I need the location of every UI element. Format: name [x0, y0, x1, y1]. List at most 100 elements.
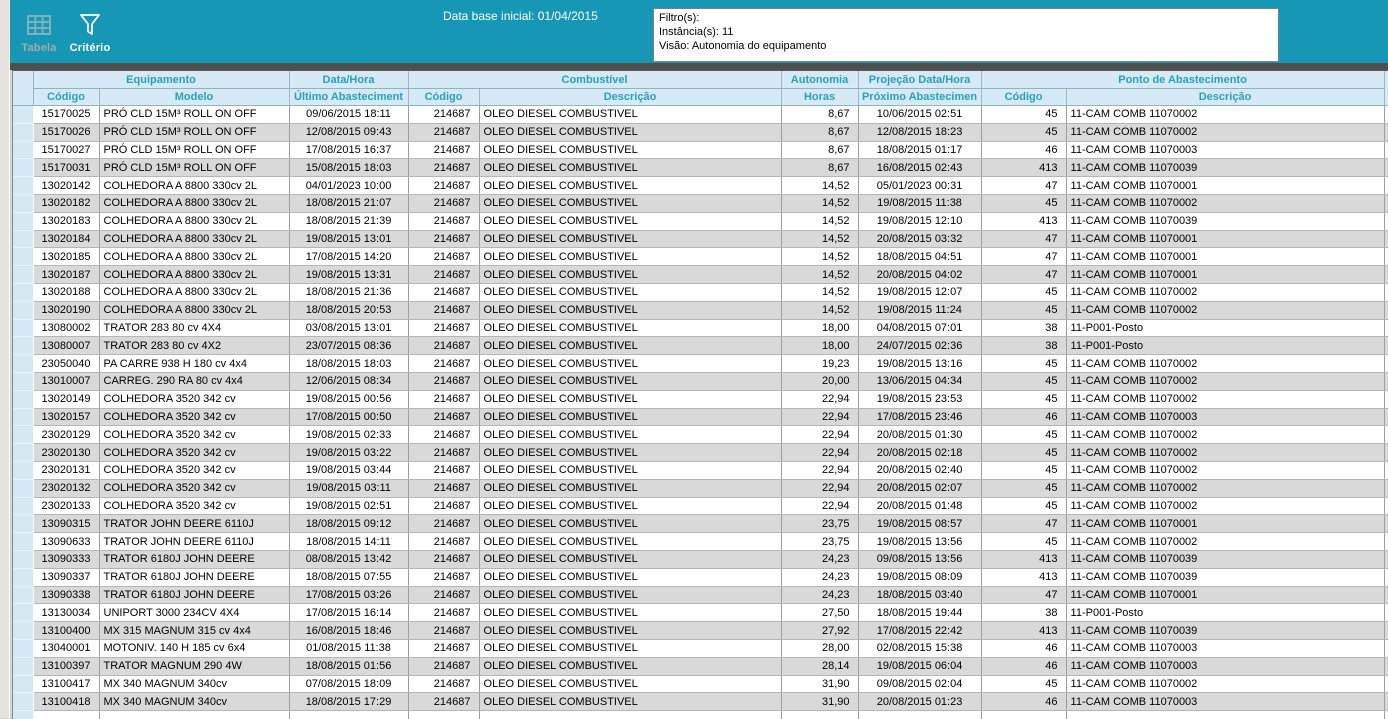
last-refuel-cell[interactable]: 16/08/2015 18:46 [289, 622, 408, 640]
autonomy-hours-cell[interactable]: 20,00 [781, 372, 858, 390]
station-code-cell[interactable]: 413 [981, 159, 1066, 177]
fuel-desc-cell[interactable]: OLEO DIESEL COMBUSTIVEL [479, 444, 781, 462]
row-selector-cell[interactable] [13, 657, 33, 675]
station-code-cell[interactable]: 45 [981, 497, 1066, 515]
fuel-code-cell[interactable]: 214687 [408, 337, 479, 355]
autonomy-hours-cell[interactable]: 14,52 [781, 283, 858, 301]
fuel-code-cell[interactable]: 214687 [408, 230, 479, 248]
station-code-cell[interactable]: 47 [981, 248, 1066, 266]
equipment-model-cell[interactable]: TRATOR JOHN DEERE 6110J [99, 515, 289, 533]
autonomy-hours-cell[interactable]: 24,23 [781, 550, 858, 568]
equipment-model-cell[interactable]: PA CARRE 938 H 180 cv 4x4 [99, 355, 289, 373]
fuel-code-cell[interactable]: 214687 [408, 693, 479, 711]
next-refuel-cell[interactable]: 19/08/2015 12:10 [858, 212, 981, 230]
station-code-cell[interactable]: 47 [981, 515, 1066, 533]
equipment-model-cell[interactable]: COLHEDORA 3520 342 cv [99, 497, 289, 515]
next-refuel-cell[interactable]: 19/08/2015 11:38 [858, 194, 981, 212]
equipment-model-cell[interactable]: COLHEDORA 3520 342 cv [99, 426, 289, 444]
station-desc-cell[interactable]: 11-P001-Posto [1066, 337, 1384, 355]
equipment-model-cell[interactable]: TRATOR 6180J JOHN DEERE [99, 568, 289, 586]
last-refuel-cell[interactable]: 17/08/2015 00:50 [289, 408, 408, 426]
equipment-code-cell[interactable]: 15170027 [33, 141, 99, 159]
last-refuel-cell[interactable]: 18/08/2015 07:55 [289, 568, 408, 586]
fuel-desc-cell[interactable]: OLEO DIESEL COMBUSTIVEL [479, 479, 781, 497]
autonomy-hours-cell[interactable]: 27,50 [781, 604, 858, 622]
last-refuel-cell[interactable]: 12/08/2015 09:43 [289, 123, 408, 141]
autonomy-hours-cell[interactable]: 23,75 [781, 515, 858, 533]
next-refuel-cell[interactable]: 09/08/2015 13:56 [858, 550, 981, 568]
last-refuel-cell[interactable]: 15/08/2015 18:03 [289, 159, 408, 177]
station-code-cell[interactable]: 413 [981, 568, 1066, 586]
col-group-combustivel[interactable]: Combustível [408, 71, 781, 89]
equipment-model-cell[interactable]: UNIPORT 3000 234CV 4X4 [99, 604, 289, 622]
row-selector-cell[interactable] [13, 444, 33, 462]
fuel-desc-cell[interactable]: OLEO DIESEL COMBUSTIVEL [479, 337, 781, 355]
last-refuel-cell[interactable]: 17/08/2015 16:37 [289, 141, 408, 159]
station-desc-cell[interactable]: 11-CAM COMB 11070003 [1066, 408, 1384, 426]
fuel-code-cell[interactable]: 214687 [408, 675, 479, 693]
col-subheader-ultimo-abastecimento[interactable]: Último Abasteciment [289, 89, 408, 106]
equipment-model-cell[interactable]: COLHEDORA A 8800 330cv 2L [99, 301, 289, 319]
row-selector-cell[interactable] [13, 301, 33, 319]
col-subheader-comb-codigo[interactable]: Código [408, 89, 479, 106]
equipment-model-cell[interactable]: MX 340 MAGNUM 340cv [99, 675, 289, 693]
station-desc-cell[interactable]: 11-CAM COMB 11070001 [1066, 230, 1384, 248]
station-desc-cell[interactable]: 11-CAM COMB 11070002 [1066, 426, 1384, 444]
next-refuel-cell[interactable]: 19/08/2015 13:16 [858, 355, 981, 373]
station-desc-cell[interactable]: 11-CAM COMB 11070002 [1066, 444, 1384, 462]
last-refuel-cell[interactable]: 18/08/2015 20:53 [289, 301, 408, 319]
station-code-cell[interactable]: 45 [981, 194, 1066, 212]
next-refuel-cell[interactable]: 19/08/2015 08:09 [858, 568, 981, 586]
station-desc-cell[interactable]: 11-CAM COMB 11070002 [1066, 301, 1384, 319]
autonomy-hours-cell[interactable]: 8,67 [781, 159, 858, 177]
last-refuel-cell[interactable]: 23/07/2015 08:36 [289, 337, 408, 355]
fuel-code-cell[interactable]: 214687 [408, 123, 479, 141]
station-desc-cell[interactable]: 11-CAM COMB 11070002 [1066, 675, 1384, 693]
col-subheader-equip-codigo[interactable]: Código [33, 89, 99, 106]
fuel-desc-cell[interactable]: OLEO DIESEL COMBUSTIVEL [479, 497, 781, 515]
equipment-code-cell[interactable]: 23020132 [33, 479, 99, 497]
station-desc-cell[interactable]: 11-CAM COMB 11070002 [1066, 497, 1384, 515]
next-refuel-cell[interactable]: 18/08/2015 01:17 [858, 141, 981, 159]
fuel-code-cell[interactable]: 214687 [408, 159, 479, 177]
fuel-code-cell[interactable]: 214687 [408, 604, 479, 622]
station-code-cell[interactable]: 413 [981, 622, 1066, 640]
last-refuel-cell[interactable]: 19/08/2015 03:11 [289, 479, 408, 497]
fuel-desc-cell[interactable]: OLEO DIESEL COMBUSTIVEL [479, 372, 781, 390]
fuel-code-cell[interactable]: 214687 [408, 515, 479, 533]
equipment-model-cell[interactable]: COLHEDORA A 8800 330cv 2L [99, 283, 289, 301]
autonomy-hours-cell[interactable]: 14,52 [781, 177, 858, 195]
station-code-cell[interactable]: 38 [981, 604, 1066, 622]
station-code-cell[interactable]: 46 [981, 408, 1066, 426]
next-refuel-cell[interactable]: 16/08/2015 02:43 [858, 159, 981, 177]
equipment-model-cell[interactable]: COLHEDORA A 8800 330cv 2L [99, 194, 289, 212]
station-code-cell[interactable]: 45 [981, 533, 1066, 551]
next-refuel-cell[interactable]: 20/08/2015 02:07 [858, 479, 981, 497]
last-refuel-cell[interactable]: 01/08/2015 11:38 [289, 639, 408, 657]
row-selector-cell[interactable] [13, 479, 33, 497]
fuel-desc-cell[interactable]: OLEO DIESEL COMBUSTIVEL [479, 194, 781, 212]
autonomy-hours-cell[interactable]: 23,75 [781, 533, 858, 551]
row-selector-cell[interactable] [13, 622, 33, 640]
next-refuel-cell[interactable]: 19/08/2015 08:57 [858, 515, 981, 533]
station-code-cell[interactable]: 46 [981, 693, 1066, 711]
equipment-model-cell[interactable]: COLHEDORA A 8800 330cv 2L [99, 230, 289, 248]
next-refuel-cell[interactable]: 20/08/2015 01:23 [858, 693, 981, 711]
row-selector-cell[interactable] [13, 159, 33, 177]
next-refuel-cell[interactable]: 20/08/2015 04:02 [858, 266, 981, 284]
next-refuel-cell[interactable]: 24/07/2015 02:36 [858, 337, 981, 355]
autonomy-hours-cell[interactable]: 31,90 [781, 675, 858, 693]
station-code-cell[interactable]: 47 [981, 586, 1066, 604]
